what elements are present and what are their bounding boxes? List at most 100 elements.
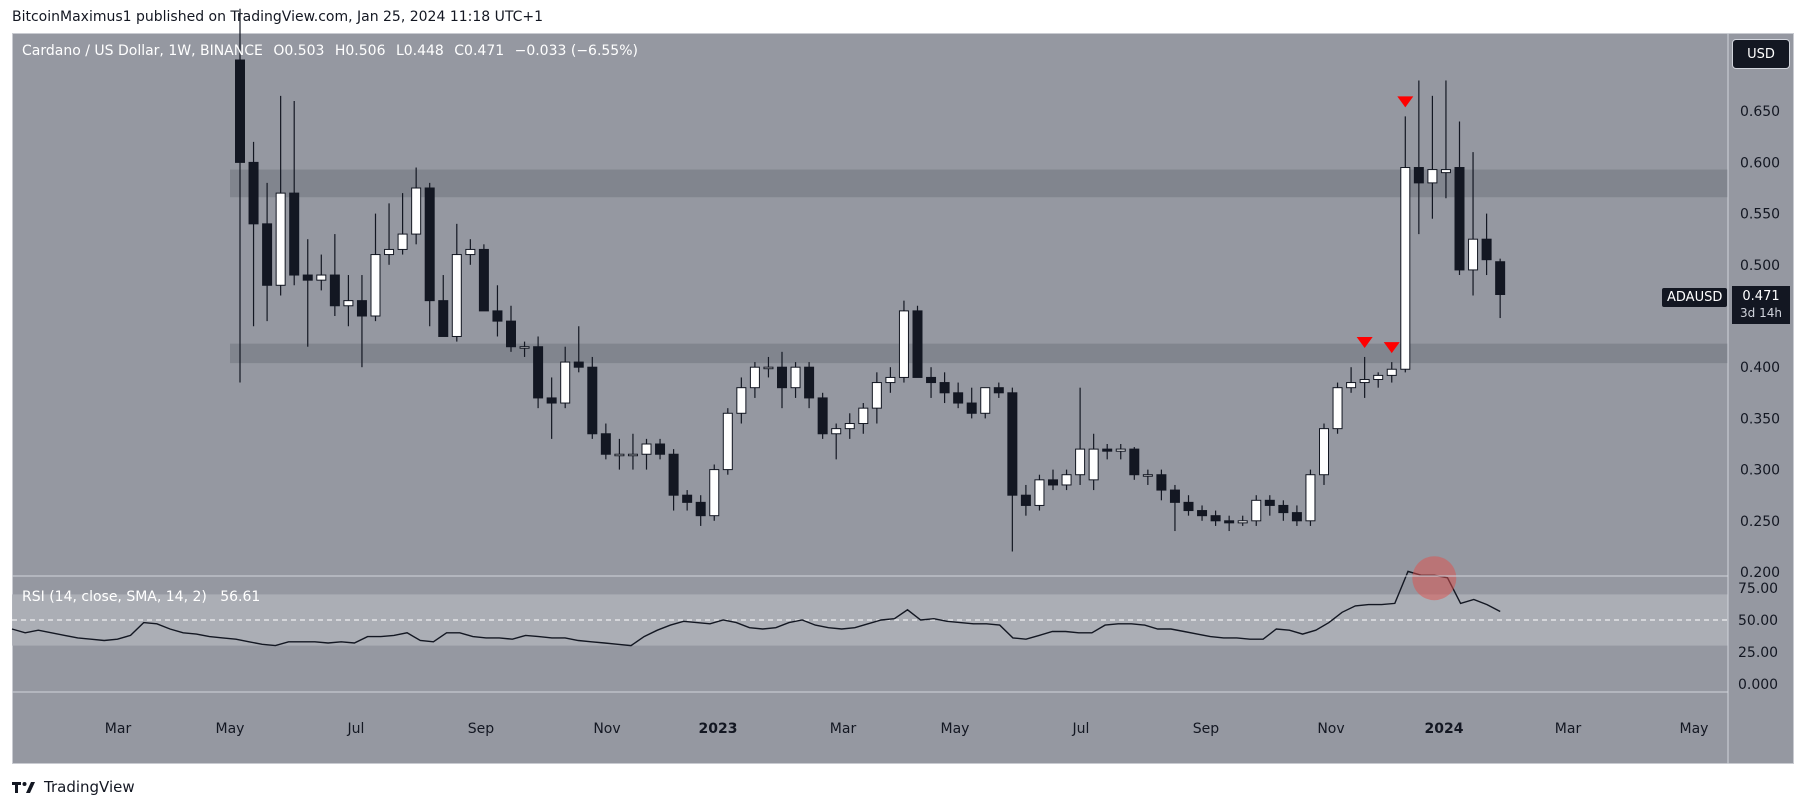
legend-open: O0.503	[273, 43, 325, 59]
candle	[1440, 80, 1451, 199]
rsi-value: 56.61	[220, 589, 261, 605]
candle	[1251, 495, 1262, 526]
time-tick-label: Mar	[830, 721, 857, 737]
candle	[763, 356, 774, 378]
legend-close: C0.471	[454, 43, 505, 59]
candle	[356, 275, 367, 368]
candle	[871, 372, 882, 424]
candle	[1332, 382, 1343, 434]
candle	[451, 223, 462, 342]
candle	[614, 438, 625, 470]
rsi-tick-label: 0.000	[1738, 677, 1778, 693]
rsi-tick-label: 25.00	[1738, 645, 1778, 661]
candle	[492, 285, 503, 337]
price-tick-label: 0.650	[1740, 104, 1780, 120]
candle	[411, 167, 422, 245]
candle	[1224, 515, 1235, 532]
candle	[966, 387, 977, 419]
candle	[1468, 152, 1479, 296]
price-tick-label: 0.400	[1740, 360, 1780, 376]
published-header: BitcoinMaximus1 published on TradingView…	[12, 9, 544, 25]
time-tick-label: 2023	[699, 721, 738, 737]
last-price-box: 0.471 3d 14h	[1732, 286, 1790, 324]
time-tick-label: Sep	[1193, 721, 1220, 737]
candle	[329, 234, 340, 316]
footer-brand[interactable]: TradingView	[12, 778, 135, 796]
time-tick-label: Mar	[1555, 721, 1582, 737]
price-tick-label: 0.300	[1740, 463, 1780, 479]
time-tick-label: May	[216, 721, 245, 737]
price-tick-label: 0.500	[1740, 258, 1780, 274]
candle	[519, 341, 530, 357]
candle	[1183, 495, 1194, 516]
candle	[1319, 423, 1329, 485]
candle	[316, 254, 327, 291]
candle	[939, 372, 950, 404]
candle	[1291, 505, 1302, 526]
candle	[790, 362, 801, 398]
legend-change: −0.033 (−6.55%)	[514, 43, 638, 59]
candle	[953, 382, 964, 409]
symbol-price-tag: ADAUSD	[1662, 288, 1728, 307]
candle	[695, 495, 706, 526]
price-tick-label: 0.200	[1740, 565, 1780, 581]
price-tick-label: 0.600	[1740, 155, 1780, 171]
candle	[777, 351, 787, 409]
rsi-label: RSI (14, close, SMA, 14, 2)	[22, 589, 207, 605]
time-tick-label: May	[941, 721, 970, 737]
candle	[1454, 121, 1465, 276]
candle	[641, 438, 652, 470]
last-price: 0.471	[1742, 289, 1780, 304]
candle	[722, 408, 733, 475]
candle	[1413, 80, 1424, 235]
candle	[1427, 95, 1438, 219]
candle	[1359, 356, 1370, 398]
candle	[993, 382, 1004, 398]
candle	[546, 377, 557, 439]
candle	[655, 438, 666, 460]
candle	[1169, 484, 1180, 532]
candle	[749, 362, 760, 398]
candle	[1278, 500, 1289, 521]
candle	[343, 275, 354, 327]
candle	[804, 362, 815, 409]
candle	[1020, 484, 1031, 516]
resistance-zone	[230, 169, 1728, 198]
candle	[1237, 515, 1248, 526]
legend-symbol: Cardano / US Dollar, 1W, BINANCE	[22, 43, 263, 59]
candle	[1197, 505, 1208, 521]
candle	[384, 203, 395, 265]
time-tick-label: Jul	[1072, 721, 1090, 737]
candle	[1386, 362, 1397, 383]
candle	[926, 367, 937, 398]
candle	[668, 449, 679, 511]
price-tick-label: 0.550	[1740, 207, 1780, 223]
time-tick-label: Jul	[347, 721, 365, 737]
candle	[289, 100, 300, 286]
legend-low: L0.448	[395, 43, 444, 59]
footer-brand-label: TradingView	[44, 778, 135, 796]
time-tick-label: 2024	[1425, 721, 1464, 737]
candle	[831, 423, 842, 460]
rsi-tick-label: 75.00	[1738, 581, 1778, 597]
candle	[424, 182, 435, 327]
candle	[600, 423, 611, 460]
candle	[1373, 372, 1384, 388]
candle	[506, 305, 516, 352]
candle	[1264, 495, 1275, 516]
candle	[1034, 474, 1045, 511]
candle	[898, 300, 909, 383]
bar-countdown: 3d 14h	[1740, 306, 1782, 320]
time-tick-label: May	[1680, 721, 1709, 737]
candle	[627, 433, 638, 470]
candle	[248, 141, 259, 327]
candle	[1481, 213, 1492, 276]
candle	[533, 336, 544, 409]
candle	[573, 326, 584, 373]
candle	[397, 193, 408, 255]
time-tick-label: Nov	[593, 721, 620, 737]
candle	[370, 213, 381, 322]
bearish-marker	[1356, 336, 1373, 348]
currency-button[interactable]: USD	[1732, 39, 1790, 69]
